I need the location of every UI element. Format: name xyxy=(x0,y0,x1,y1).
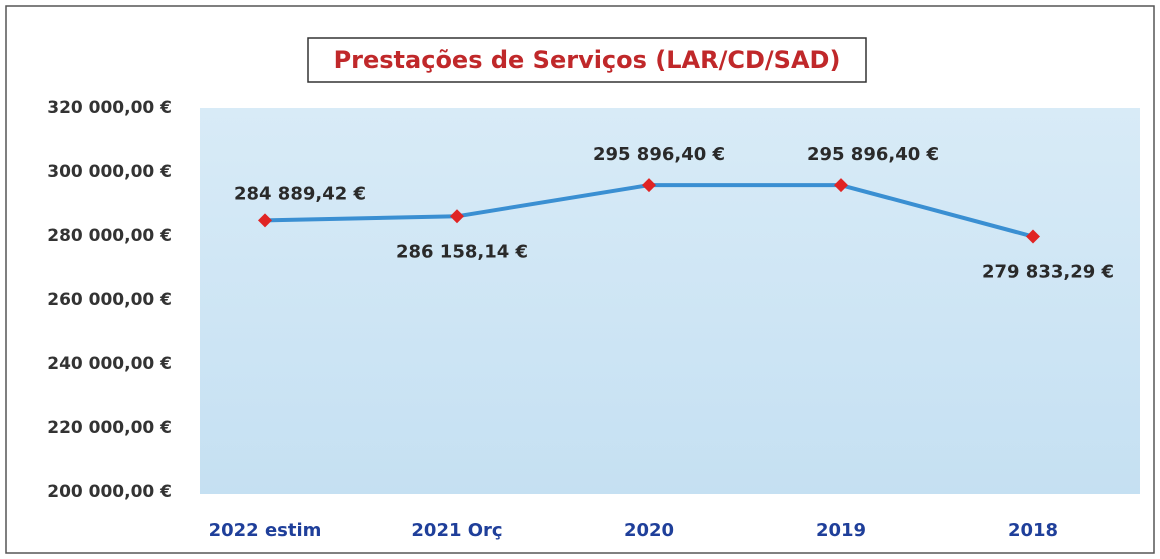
chart-title: Prestações de Serviços (LAR/CD/SAD) xyxy=(334,46,841,74)
y-tick-label: 300 000,00 € xyxy=(47,162,172,182)
data-label: 279 833,29 € xyxy=(982,262,1114,283)
data-label: 284 889,42 € xyxy=(234,183,366,204)
x-tick-label: 2019 xyxy=(816,520,866,541)
x-tick-label: 2018 xyxy=(1008,520,1058,541)
marker xyxy=(258,213,272,228)
y-tick-label: 280 000,00 € xyxy=(47,226,172,246)
marker xyxy=(450,209,464,224)
x-tick-label: 2020 xyxy=(624,520,674,541)
y-tick-label: 260 000,00 € xyxy=(47,290,172,310)
y-tick-label: 220 000,00 € xyxy=(47,418,172,438)
plot-area xyxy=(200,108,1140,494)
data-label: 286 158,14 € xyxy=(396,241,528,262)
marker xyxy=(642,178,656,193)
y-tick-label: 320 000,00 € xyxy=(47,98,172,118)
marker xyxy=(1026,229,1040,244)
marker xyxy=(834,178,848,193)
y-tick-label: 200 000,00 € xyxy=(47,482,172,502)
x-tick-label: 2021 Orç xyxy=(411,520,502,541)
x-tick-label: 2022 estim xyxy=(209,520,322,541)
title-box xyxy=(307,37,867,83)
data-label: 295 896,40 € xyxy=(593,144,725,165)
y-tick-label: 240 000,00 € xyxy=(47,354,172,374)
data-label: 295 896,40 € xyxy=(807,144,939,165)
